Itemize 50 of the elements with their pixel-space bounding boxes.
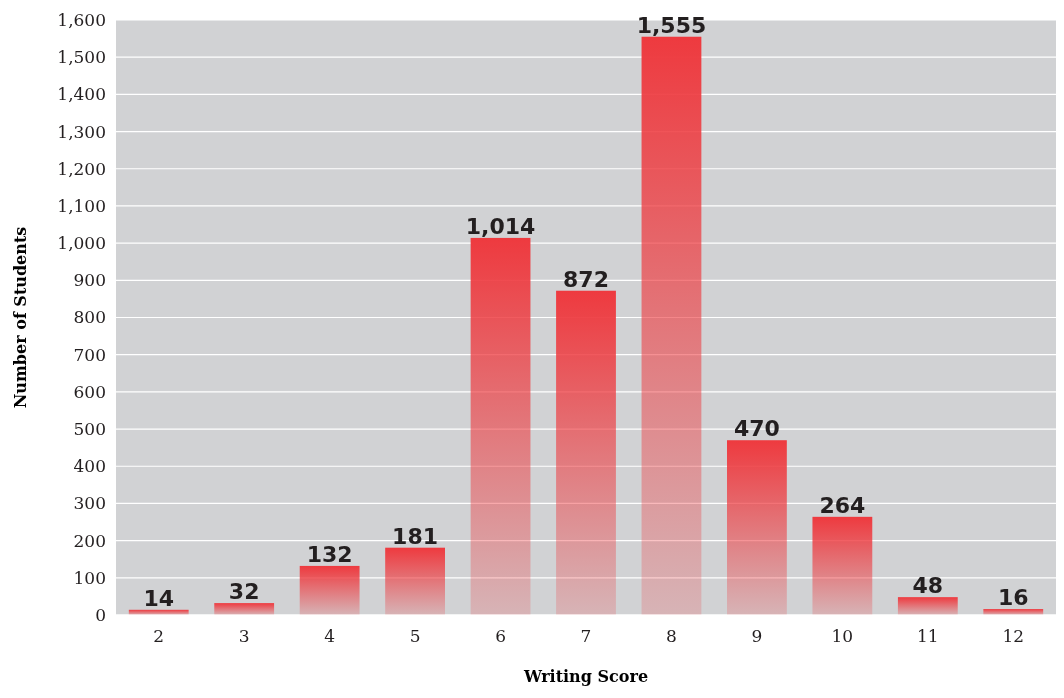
y-tick-label: 1,100 xyxy=(57,195,106,216)
bar xyxy=(214,603,275,615)
x-tick-label: 5 xyxy=(409,626,421,646)
bar xyxy=(727,440,787,615)
x-tick-label: 10 xyxy=(831,626,854,646)
y-tick-label: 1,000 xyxy=(57,233,106,254)
data-label: 470 xyxy=(733,416,780,442)
y-tick-label: 100 xyxy=(73,567,106,588)
y-tick-label: 1,200 xyxy=(57,158,106,179)
x-tick-label: 11 xyxy=(917,626,939,646)
y-tick-label: 0 xyxy=(95,604,106,625)
bar xyxy=(385,547,445,615)
y-tick-label: 1,400 xyxy=(57,84,106,105)
data-label: 872 xyxy=(563,266,609,292)
y-tick-label: 300 xyxy=(73,493,106,514)
data-label: 1,555 xyxy=(636,12,707,38)
data-label: 1,014 xyxy=(465,213,536,239)
data-label: 181 xyxy=(392,523,439,549)
y-tick-label: 1,500 xyxy=(57,47,106,68)
bar xyxy=(299,565,360,615)
y-tick-label: 800 xyxy=(73,307,106,328)
y-tick-label: 900 xyxy=(73,270,106,291)
x-tick-label: 7 xyxy=(580,626,592,646)
x-tick-label: 8 xyxy=(666,626,677,646)
x-tick-label: 12 xyxy=(1002,626,1025,646)
bar xyxy=(812,516,873,615)
data-label: 264 xyxy=(819,492,866,518)
y-tick-label: 500 xyxy=(73,419,106,440)
bar xyxy=(897,597,958,615)
data-label: 48 xyxy=(912,573,944,599)
y-tick-label: 200 xyxy=(73,530,106,551)
data-label: 16 xyxy=(997,585,1029,611)
bar xyxy=(470,237,531,615)
data-label: 32 xyxy=(228,579,260,605)
x-axis-title: Writing Score xyxy=(522,667,649,686)
x-tick-label: 4 xyxy=(324,626,336,646)
data-label: 14 xyxy=(143,585,175,611)
y-tick-label: 400 xyxy=(73,456,106,477)
x-tick-label: 6 xyxy=(495,626,506,646)
x-tick-label: 3 xyxy=(238,626,250,646)
y-tick-label: 700 xyxy=(73,344,106,365)
x-tick-label: 9 xyxy=(751,626,763,646)
y-tick-label: 1,300 xyxy=(57,121,106,142)
y-tick-label: 600 xyxy=(73,381,106,402)
data-label: 132 xyxy=(306,541,353,567)
bar xyxy=(556,290,616,615)
y-axis-title: Number of Students xyxy=(11,226,30,409)
x-tick-label: 2 xyxy=(153,626,165,646)
y-tick-label: 1,600 xyxy=(57,9,106,30)
bar xyxy=(641,36,702,615)
